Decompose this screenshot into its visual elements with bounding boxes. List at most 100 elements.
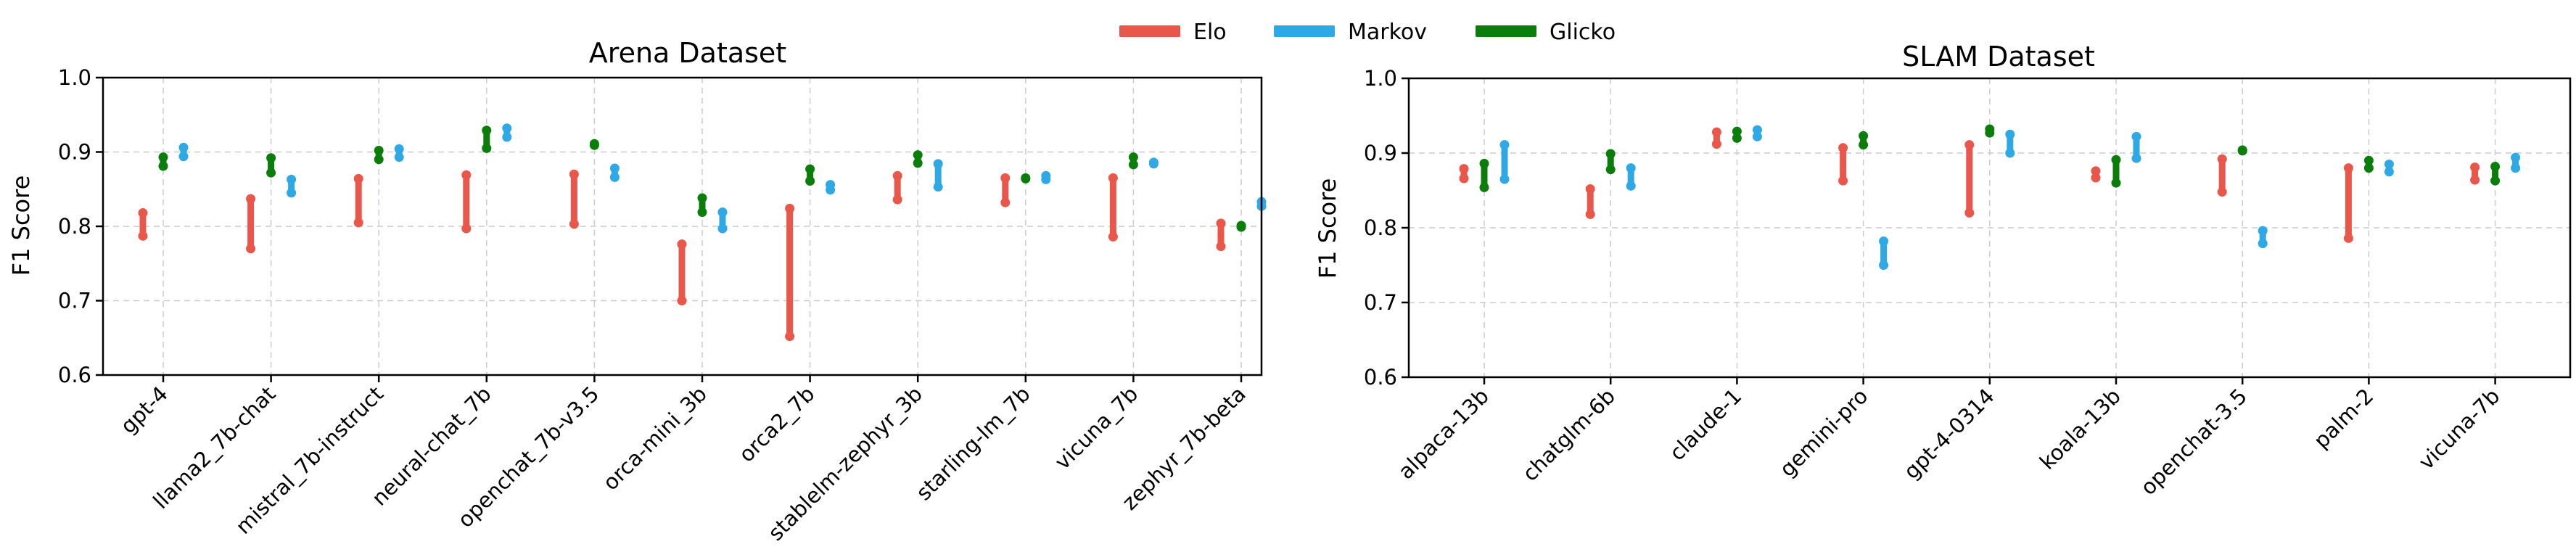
arena-markov-openchat-7b-v3-5-high-point bbox=[609, 163, 620, 173]
slam-markov-vicuna-7b-low-point bbox=[2511, 163, 2521, 173]
slam-elo-chatglm-6b-low-point bbox=[1585, 209, 1595, 219]
slam-x-tick-label-gemini-pro: gemini-pro bbox=[1775, 384, 1873, 482]
arena-y-tick-label: 1.0 bbox=[58, 65, 91, 90]
slam-glicko-palm-2-high-point bbox=[2363, 155, 2374, 165]
slam-elo-gemini-pro-low-point bbox=[1838, 176, 1848, 186]
slam-elo-gpt-4-0314-high-point bbox=[1964, 140, 1975, 150]
arena-elo-neural-chat-7b-high-point bbox=[461, 170, 472, 180]
legend-label-markov: Markov bbox=[1348, 20, 1427, 45]
slam-y-tick-label: 0.7 bbox=[1364, 290, 1397, 315]
arena-elo-llama2-7b-chat-low-point bbox=[246, 244, 256, 254]
arena-glicko-orca2-7b-high-point bbox=[805, 164, 815, 174]
arena-x-tick-label-orca-mini-3b: orca-mini_3b bbox=[598, 382, 711, 495]
slam-elo-claude-1-high-point bbox=[1711, 127, 1721, 137]
slam-elo-vicuna-7b-high-point bbox=[2470, 162, 2480, 173]
arena-elo-mistral-7b-instruct-high-point bbox=[353, 173, 363, 184]
slam-markov-koala-13b-low-point bbox=[2131, 153, 2141, 163]
legend-swatch-glicko bbox=[1476, 25, 1536, 37]
slam-x-tick-label-vicuna-7b: vicuna-7b bbox=[2414, 384, 2504, 474]
slam-chart-title: SLAM Dataset bbox=[1902, 41, 2095, 73]
arena-chart-title: Arena Dataset bbox=[589, 37, 786, 69]
arena-glicko-gpt-4-high-point bbox=[158, 152, 168, 162]
slam-markov-alpaca-13b-high-point bbox=[1499, 140, 1510, 150]
arena-elo-starling-lm-7b-low-point bbox=[1000, 197, 1011, 207]
slam-elo-alpaca-13b-low-point bbox=[1459, 173, 1469, 184]
arena-markov-orca-mini-3b-low-point bbox=[717, 223, 728, 234]
arena-glicko-neural-chat-7b-high-point bbox=[482, 125, 492, 136]
slam-elo-vicuna-7b-low-point bbox=[2470, 175, 2480, 185]
arena-elo-zephyr-7b-beta-low-point bbox=[1216, 242, 1226, 252]
slam-y-tick-label: 0.8 bbox=[1364, 215, 1397, 240]
arena-markov-llama2-7b-chat-high-point bbox=[287, 174, 297, 184]
arena-markov-orca-mini-3b-high-point bbox=[717, 207, 728, 218]
slam-markov-claude-1-high-point bbox=[1752, 125, 1762, 135]
slam-glicko-vicuna-7b-low-point bbox=[2490, 176, 2501, 186]
slam-elo-koala-13b-high-point bbox=[2091, 166, 2101, 176]
slam-elo-palm-2-high-point bbox=[2343, 163, 2353, 173]
slam-markov-openchat-3-5-low-point bbox=[2258, 239, 2268, 249]
arena-elo-orca2-7b-high-point bbox=[785, 203, 795, 213]
slam-elo-chatglm-6b-high-point bbox=[1585, 184, 1595, 194]
arena-glicko-llama2-7b-chat-high-point bbox=[266, 153, 276, 163]
slam-glicko-claude-1-low-point bbox=[1732, 133, 1742, 143]
slam-markov-chatglm-6b-high-point bbox=[1626, 163, 1636, 173]
slam-markov-gemini-pro-high-point bbox=[1879, 236, 1889, 247]
arena-y-tick-label: 0.9 bbox=[58, 140, 91, 165]
slam-glicko-gemini-pro-high-point bbox=[1859, 131, 1869, 141]
slam-glicko-vicuna-7b-high-point bbox=[2490, 162, 2501, 172]
arena-glicko-neural-chat-7b-low-point bbox=[482, 143, 492, 153]
arena-markov-mistral-7b-instruct-low-point bbox=[394, 152, 404, 162]
slam-markov-palm-2-low-point bbox=[2384, 167, 2394, 177]
arena-markov-neural-chat-7b-low-point bbox=[502, 132, 512, 142]
slam-elo-gemini-pro-high-point bbox=[1838, 143, 1848, 153]
slam-glicko-koala-13b-low-point bbox=[2111, 178, 2121, 188]
arena-glicko-orca2-7b-low-point bbox=[805, 176, 815, 186]
arena-markov-vicuna-7b-high-point bbox=[1148, 157, 1159, 168]
slam-glicko-palm-2-low-point bbox=[2363, 163, 2374, 173]
arena-glicko-mistral-7b-instruct-high-point bbox=[374, 145, 384, 155]
slam-elo-alpaca-13b-high-point bbox=[1459, 164, 1469, 174]
arena-glicko-starling-lm-7b-high-point bbox=[1021, 173, 1031, 183]
slam-markov-palm-2-high-point bbox=[2384, 159, 2394, 169]
slam-elo-koala-13b-low-point bbox=[2091, 173, 2101, 183]
arena-elo-openchat-7b-v3-5-high-point bbox=[569, 169, 579, 179]
slam-glicko-gpt-4-0314-high-point bbox=[1985, 124, 1995, 134]
slam-x-tick-label-chatglm-6b: chatglm-6b bbox=[1518, 384, 1620, 486]
arena-elo-orca2-7b-low-point bbox=[785, 332, 795, 342]
slam-x-tick-label-palm-2: palm-2 bbox=[2309, 384, 2379, 453]
arena-elo-neural-chat-7b-low-point bbox=[461, 223, 472, 234]
arena-elo-zephyr-7b-beta-high-point bbox=[1216, 218, 1226, 228]
arena-glicko-orca-mini-3b-low-point bbox=[697, 207, 707, 218]
arena-glicko-vicuna-7b-low-point bbox=[1128, 160, 1138, 170]
arena-y-tick-label: 0.6 bbox=[58, 363, 91, 387]
slam-markov-gpt-4-0314-low-point bbox=[2005, 148, 2015, 158]
arena-glicko-orca-mini-3b-high-point bbox=[697, 193, 707, 203]
arena-glicko-zephyr-7b-beta-high-point bbox=[1236, 221, 1246, 231]
slam-elo-claude-1-low-point bbox=[1711, 139, 1721, 149]
arena-x-tick-label-orca2-7b: orca2_7b bbox=[734, 382, 820, 467]
arena-elo-gpt-4-low-point bbox=[138, 231, 148, 241]
slam-markov-claude-1-low-point bbox=[1752, 131, 1762, 141]
arena-markov-llama2-7b-chat-low-point bbox=[287, 188, 297, 198]
slam-x-tick-label-alpaca-13b: alpaca-13b bbox=[1394, 384, 1494, 484]
arena-elo-orca-mini-3b-low-point bbox=[677, 296, 687, 305]
legend-label-glicko: Glicko bbox=[1550, 20, 1616, 45]
arena-markov-neural-chat-7b-high-point bbox=[502, 123, 512, 133]
arena-elo-stablelm-zephyr-3b-low-point bbox=[892, 194, 902, 205]
arena-markov-starling-lm-7b-high-point bbox=[1041, 170, 1051, 181]
arena-markov-orca2-7b-high-point bbox=[826, 180, 836, 190]
slam-x-tick-label-gpt-4-0314: gpt-4-0314 bbox=[1899, 384, 1999, 484]
arena-elo-mistral-7b-instruct-low-point bbox=[353, 218, 363, 228]
arena-markov-gpt-4-low-point bbox=[178, 152, 189, 162]
legend: Elo Markov Glicko bbox=[1119, 20, 1616, 45]
slam-x-tick-label-openchat-3-5: openchat-3.5 bbox=[2136, 384, 2252, 500]
arena-glicko-llama2-7b-chat-low-point bbox=[266, 168, 276, 178]
arena-y-axis-label: F1 Score bbox=[7, 176, 35, 276]
arena-markov-mistral-7b-instruct-high-point bbox=[394, 144, 404, 154]
arena-markov-gpt-4-high-point bbox=[178, 142, 189, 152]
arena-glicko-vicuna-7b-high-point bbox=[1128, 152, 1138, 162]
legend-swatch-markov bbox=[1274, 25, 1335, 37]
arena-glicko-stablelm-zephyr-3b-high-point bbox=[913, 150, 923, 160]
arena-y-tick-label: 0.7 bbox=[58, 289, 91, 313]
slam-elo-openchat-3-5-high-point bbox=[2217, 154, 2227, 164]
